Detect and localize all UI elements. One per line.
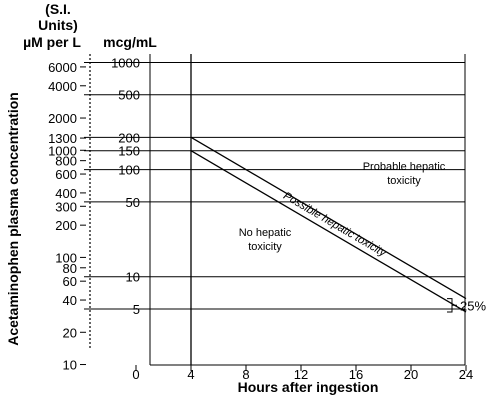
si-unit-header: µM per L bbox=[23, 34, 81, 50]
y-mass-tick-label: 200 bbox=[118, 130, 140, 145]
no-toxicity-label-line1: No hepatic bbox=[239, 227, 292, 239]
x-tick-label: 4 bbox=[187, 367, 194, 382]
treatment-lines bbox=[190, 136, 467, 313]
y-mass-tick-label: 150 bbox=[118, 144, 140, 159]
x-tick-label: 12 bbox=[294, 367, 308, 382]
y-mass-tick-label: 500 bbox=[118, 88, 140, 103]
y-si-tick-label: 400 bbox=[55, 186, 77, 201]
y-mass-tick-label: 50 bbox=[126, 195, 140, 210]
y-si-tick-label: 1300 bbox=[48, 131, 77, 146]
si-units-header-line1: (S.I. bbox=[45, 1, 71, 17]
y-axis-label: Acetaminophen plasma concentration bbox=[5, 92, 21, 346]
possible-toxicity-label: Possible hepatic toxicity bbox=[281, 190, 389, 260]
range-bracket bbox=[447, 298, 457, 313]
y-si-tick-label: 200 bbox=[55, 218, 77, 233]
y-mass-tick-label: 1000 bbox=[111, 55, 140, 70]
x-tick-label: 20 bbox=[404, 367, 418, 382]
y-si-tick-label: 800 bbox=[55, 154, 77, 169]
series-line bbox=[190, 150, 467, 313]
y-si-tick-label: 20 bbox=[63, 325, 77, 340]
y-si-tick-label: 80 bbox=[63, 261, 77, 276]
x-tick-label: 8 bbox=[242, 367, 249, 382]
y-si-tick-label: 100 bbox=[55, 250, 77, 265]
y-mass-tick-label: 100 bbox=[118, 163, 140, 178]
y-si-tick-label: 300 bbox=[55, 199, 77, 214]
plot-frame bbox=[89, 54, 466, 366]
grid-lines bbox=[84, 54, 465, 365]
y-si-tick-label: 1000 bbox=[48, 143, 77, 158]
x-tick-label: 24 bbox=[459, 367, 473, 382]
y-si-tick-label: 2000 bbox=[48, 111, 77, 126]
x-axis-ticks: 0 4 8 12 16 20 24 bbox=[132, 365, 473, 382]
y-si-tick-label: 10 bbox=[63, 358, 77, 373]
series-line bbox=[190, 136, 467, 300]
no-toxicity-label-line2: toxicity bbox=[248, 241, 282, 253]
x-tick-label: 16 bbox=[349, 367, 363, 382]
range-percent-label: 25% bbox=[460, 298, 486, 313]
y-si-tick-label: 60 bbox=[63, 274, 77, 289]
y-mass-tick-label: 5 bbox=[133, 302, 140, 317]
mass-unit-header: mcg/mL bbox=[103, 34, 157, 50]
y-si-tick-label: 6000 bbox=[48, 60, 77, 75]
y-si-tick-label: 40 bbox=[63, 293, 77, 308]
y-si-tick-label: 600 bbox=[55, 167, 77, 182]
probable-toxicity-label-line2: toxicity bbox=[387, 175, 421, 187]
x-tick-label: 0 bbox=[132, 367, 139, 382]
probable-toxicity-label-line1: Probable hepatic bbox=[363, 161, 446, 173]
si-units-header-line2: Units) bbox=[38, 17, 78, 33]
y-mass-tick-label: 10 bbox=[126, 270, 140, 285]
x-axis-label: Hours after ingestion bbox=[238, 379, 379, 395]
y-si-tick-label: 4000 bbox=[48, 79, 77, 94]
